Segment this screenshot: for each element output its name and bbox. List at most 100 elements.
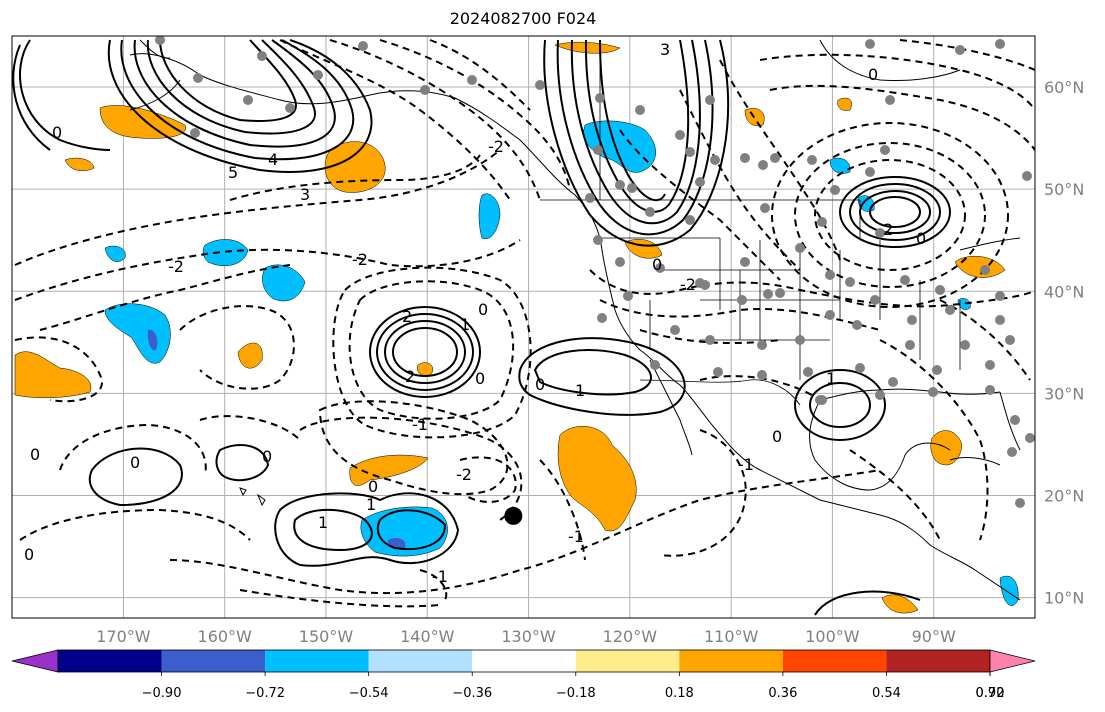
contour-label: 0 [368, 477, 378, 496]
colorbar-tick-label: −0.18 [556, 686, 596, 701]
station-dot [670, 325, 680, 335]
station-dot [705, 95, 715, 105]
station-dot [695, 177, 705, 187]
station-dot [865, 167, 875, 177]
station-dot [852, 320, 862, 330]
station-dot [980, 265, 990, 275]
colorbar-tick-label: −0.72 [245, 686, 285, 701]
station-dot [1005, 335, 1015, 345]
station-dot [1025, 433, 1035, 443]
longitude-axis-labels: 170°W 160°W 150°W 140°W 130°W 120°W 110°W 100°W… [96, 627, 956, 646]
contour-label: -1 [738, 455, 754, 474]
station-dot [907, 315, 917, 325]
colorbar-tick-label: 0.90 [976, 686, 1005, 701]
contour-label: 0 [535, 375, 545, 394]
map-frame [11, 35, 1036, 619]
contour-label: 0 [652, 255, 662, 274]
positive-anomaly-patch [14, 351, 92, 399]
colorbar-tick-label: −0.36 [452, 686, 492, 701]
station-dot [740, 257, 750, 267]
station-dot [705, 335, 715, 345]
station-dot [935, 285, 945, 295]
negative-contours [14, 39, 1035, 608]
station-dot [995, 315, 1005, 325]
station-dot [155, 36, 165, 45]
station-dot [825, 270, 835, 280]
contour-label: 0 [24, 545, 34, 564]
contour-label: -1 [412, 415, 428, 434]
station-dot [627, 183, 637, 193]
colorbar-segment [575, 650, 680, 672]
plot-title: 2024082700 F024 [449, 9, 597, 28]
contour-label: 3 [300, 185, 310, 204]
contour-label: 0 [868, 65, 878, 84]
station-dot [593, 235, 603, 245]
positive-anomaly-patch [837, 97, 852, 111]
station-dots [155, 36, 1035, 508]
colorbar-max-extension [989, 649, 1036, 673]
station-dot [807, 155, 817, 165]
station-dot [243, 95, 253, 105]
station-dot [1010, 415, 1020, 425]
longitude-tick-label: 170°W [96, 627, 151, 646]
station-dot [825, 310, 835, 320]
station-dot [358, 41, 368, 51]
longitude-tick-label: 150°W [299, 627, 354, 646]
station-dot [928, 387, 938, 397]
contour-label: 1 [460, 315, 470, 334]
station-dot [870, 295, 880, 305]
station-dot [855, 363, 865, 373]
contour-label: 2 [405, 367, 415, 386]
station-dot [875, 390, 885, 400]
station-dot [615, 257, 625, 267]
station-dot [775, 288, 785, 298]
station-dot [885, 95, 895, 105]
contour-label: 2 [402, 307, 412, 326]
station-dot [285, 103, 295, 113]
station-dot [685, 147, 695, 157]
contour-label: -1 [432, 567, 448, 586]
station-dot [888, 377, 898, 387]
station-dot [865, 39, 875, 49]
station-dot [932, 365, 942, 375]
latitude-tick-label: 50°N [1044, 180, 1084, 199]
contour-label: 0 [30, 445, 40, 464]
positive-anomaly-patch [557, 426, 637, 532]
station-dot [650, 360, 660, 370]
station-dot [700, 280, 710, 290]
station-dot [193, 73, 203, 83]
station-dot [190, 128, 200, 138]
negative-anomaly-patch [104, 245, 126, 262]
colorbar-segment [472, 650, 576, 672]
station-dot [467, 75, 477, 85]
station-dot [900, 275, 910, 285]
longitude-tick-label: 110°W [704, 627, 759, 646]
station-dot [593, 145, 603, 155]
station-dot [995, 39, 1005, 49]
station-dot [595, 93, 605, 103]
colorbar-segment [679, 650, 783, 672]
contour-label: 0 [130, 453, 140, 472]
contour-label: -2 [352, 250, 368, 269]
negative-anomaly-patch [147, 329, 158, 351]
station-dot [760, 203, 770, 213]
contour-label: -2 [456, 465, 472, 484]
station-dot [955, 45, 965, 55]
contour-label: 5 [228, 163, 238, 182]
colorbar-segment [161, 650, 266, 672]
contour-label: 2 [883, 220, 893, 239]
station-dot [1015, 498, 1025, 508]
colorbar [11, 649, 1036, 673]
positive-anomaly-patch [417, 362, 434, 376]
contour-label: 0 [262, 447, 272, 466]
station-dot [710, 155, 720, 165]
longitude-tick-label: 140°W [400, 627, 455, 646]
station-dot [257, 51, 267, 61]
negative-anomaly-patch [478, 193, 501, 240]
contour-label: 0 [475, 369, 485, 388]
contour-label: 1 [366, 495, 376, 514]
latitude-tick-label: 30°N [1044, 384, 1084, 403]
contour-label: 0 [772, 427, 782, 446]
contour-label: 0 [52, 123, 62, 142]
